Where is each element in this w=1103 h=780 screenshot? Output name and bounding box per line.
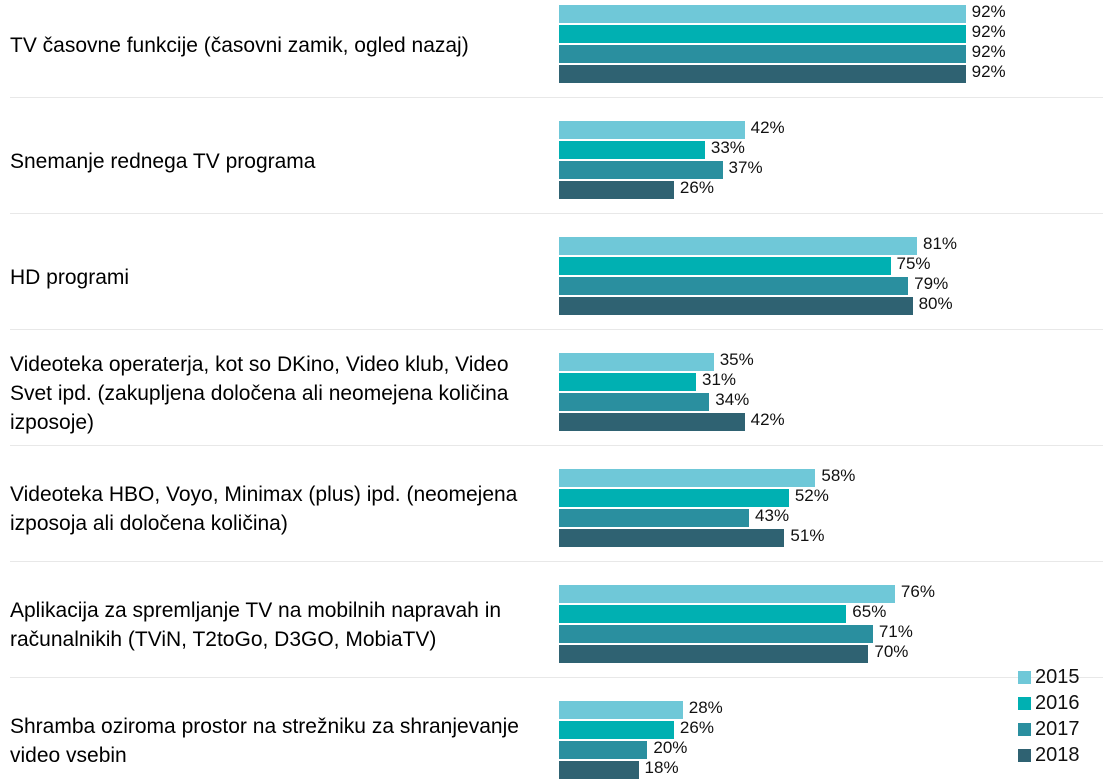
bar [559, 121, 745, 139]
value-label: 92% [971, 62, 1006, 81]
value-label: 35% [719, 350, 754, 369]
value-label: 52% [794, 486, 829, 505]
bar [559, 469, 816, 487]
value-label: 80% [918, 294, 953, 313]
value-label: 76% [900, 582, 935, 601]
value-label: 71% [878, 622, 913, 641]
legend-label: 2015 [1035, 666, 1080, 688]
bar [559, 65, 966, 83]
legend-swatch [1018, 722, 1031, 736]
legend-item: 2016 [1018, 692, 1080, 714]
value-label: 18% [644, 758, 679, 777]
category-label: Snemanje rednega TV programa [10, 149, 316, 173]
legend-swatch [1018, 696, 1031, 710]
legend-label: 2018 [1035, 744, 1080, 766]
bar [559, 353, 714, 371]
bar [559, 605, 847, 623]
bar [559, 277, 909, 295]
bar [559, 373, 697, 391]
value-label: 33% [710, 138, 745, 157]
bar [559, 489, 789, 507]
bar [559, 761, 639, 779]
separator [10, 561, 1103, 562]
legend-item: 2017 [1018, 718, 1080, 740]
value-label: 37% [728, 158, 763, 177]
category-label: TV časovne funkcije (časovni zamik, ogle… [10, 33, 469, 57]
legend-label: 2016 [1035, 692, 1080, 714]
legend-item: 2018 [1018, 744, 1080, 766]
bar [559, 413, 745, 431]
bar [559, 181, 674, 199]
value-label: 81% [923, 234, 958, 253]
value-label: 75% [896, 254, 931, 273]
bar [559, 529, 785, 547]
value-label: 79% [914, 274, 949, 293]
separator [10, 445, 1103, 446]
category-label: Shramba oziroma prostor na strežniku za … [10, 715, 519, 767]
bar [559, 645, 869, 663]
bar [559, 509, 750, 527]
value-label: 58% [821, 466, 856, 485]
category-label: Videoteka operaterja, kot so DKino, Vide… [10, 352, 509, 434]
legend-label: 2017 [1035, 718, 1080, 740]
value-label: 51% [790, 526, 825, 545]
value-label: 34% [715, 390, 750, 409]
bar [559, 701, 683, 719]
bar [559, 257, 891, 275]
value-label: 26% [679, 178, 714, 197]
category-label: Aplikacija za spremljanje TV na mobilnih… [10, 599, 502, 651]
bar [559, 625, 873, 643]
value-label: 42% [750, 118, 785, 137]
legend-swatch [1018, 670, 1031, 684]
value-label: 26% [679, 718, 714, 737]
value-label: 31% [702, 370, 737, 389]
category-label: HD programi [10, 265, 130, 289]
value-label: 92% [971, 2, 1006, 21]
separator [10, 213, 1103, 214]
bar [559, 585, 895, 603]
bar [559, 5, 966, 23]
bar [559, 721, 674, 739]
separator [10, 97, 1103, 98]
value-label: 70% [874, 642, 909, 661]
value-label: 43% [755, 506, 790, 525]
value-label: 28% [688, 698, 723, 717]
bar [559, 297, 913, 315]
category-label: Videoteka HBO, Voyo, Minimax (plus) ipd.… [10, 483, 518, 535]
value-label: 92% [971, 22, 1006, 41]
bar [559, 25, 966, 43]
separator [10, 329, 1103, 330]
bar [559, 741, 648, 759]
value-label: 92% [971, 42, 1006, 61]
bar [559, 161, 723, 179]
legend-swatch [1018, 748, 1031, 762]
bar [559, 141, 705, 159]
bar [559, 393, 710, 411]
separator [10, 677, 1103, 678]
value-label: 42% [750, 410, 785, 429]
legend-item: 2015 [1018, 666, 1080, 688]
value-label: 65% [852, 602, 887, 621]
value-label: 20% [653, 738, 688, 757]
bar [559, 45, 966, 63]
bar [559, 237, 918, 255]
